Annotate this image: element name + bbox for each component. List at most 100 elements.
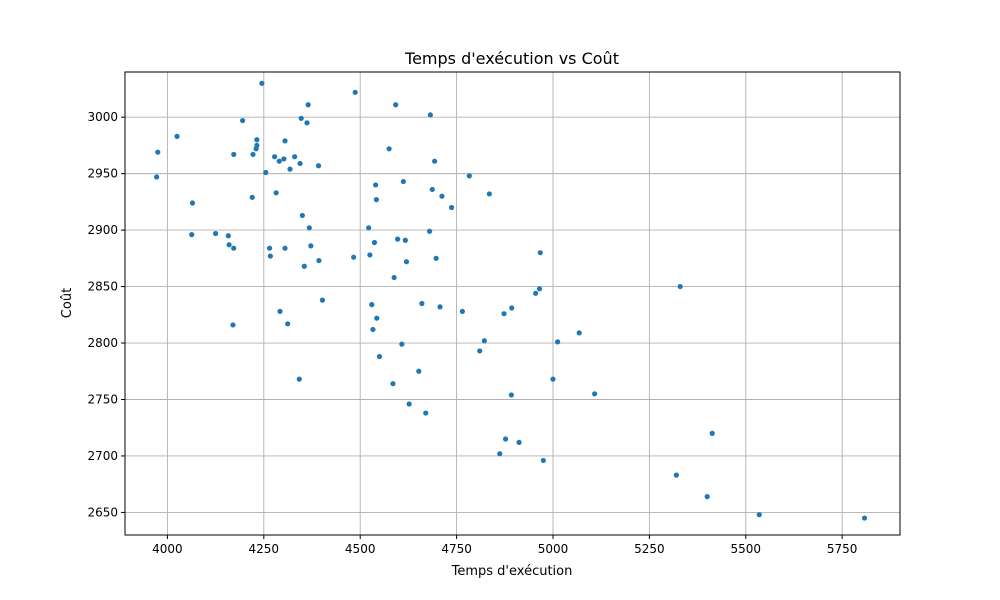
scatter-point <box>301 263 307 269</box>
scatter-point <box>533 290 539 296</box>
scatter-point <box>298 115 304 121</box>
scatter-point <box>477 348 483 354</box>
scatter-point <box>373 197 379 203</box>
scatter-point <box>501 311 507 317</box>
scatter-point <box>673 472 679 478</box>
scatter-point <box>386 146 392 152</box>
scatter-point <box>308 243 314 249</box>
scatter-point <box>466 173 472 179</box>
scatter-point <box>304 120 310 126</box>
scatter-point <box>277 308 283 315</box>
scatter-point <box>273 190 279 196</box>
scatter-point <box>189 232 195 238</box>
scatter-point <box>254 142 260 149</box>
scatter-point <box>154 174 160 180</box>
scatter-point <box>439 193 445 199</box>
scatter-point <box>704 494 710 500</box>
scatter-point <box>213 230 219 237</box>
scatter-point <box>315 163 322 169</box>
scatter-point <box>427 228 433 234</box>
scatter-point <box>393 102 399 108</box>
scatter-point <box>230 322 236 328</box>
y-tick-label: 2700 <box>87 449 118 463</box>
scatter-point <box>861 515 868 521</box>
scatter-point <box>226 242 232 248</box>
x-axis-label: Temps d'exécution <box>451 564 573 579</box>
scatter-point <box>437 304 443 310</box>
y-tick-label: 3000 <box>87 110 118 124</box>
x-tick-label: 5750 <box>827 542 858 556</box>
scatter-point <box>276 158 282 164</box>
y-tick-label: 2800 <box>87 336 118 350</box>
scatter-point <box>429 186 435 193</box>
x-axis-ticks: 4000 4250 4500 4750 5000 5250 5500 5750 <box>152 535 857 556</box>
scatter-point <box>403 259 410 265</box>
scatter-point <box>250 151 256 158</box>
scatter-point <box>351 254 357 260</box>
scatter-point <box>282 138 288 144</box>
scatter-point <box>433 255 439 261</box>
scatter-point <box>282 245 288 251</box>
x-tick-label: 5500 <box>730 542 761 556</box>
scatter-point <box>592 391 598 397</box>
scatter-point <box>709 430 715 436</box>
scatter-point <box>497 451 503 457</box>
scatter-point <box>231 151 237 158</box>
x-tick-label: 4000 <box>152 542 183 556</box>
scatter-point <box>555 339 561 345</box>
scatter-point <box>272 154 278 160</box>
scatter-point <box>225 233 231 239</box>
x-tick-label: 5250 <box>634 542 665 556</box>
y-tick-label: 2900 <box>87 223 118 237</box>
x-tick-label: 4750 <box>441 542 472 556</box>
scatter-point <box>423 410 429 416</box>
scatter-point <box>266 245 273 251</box>
y-axis-label: Coût <box>60 288 75 318</box>
scatter-point <box>263 169 269 176</box>
scatter-point <box>394 236 401 242</box>
scatter-point <box>239 117 246 124</box>
scatter-point <box>370 326 376 333</box>
scatter-point <box>249 194 255 200</box>
scatter-point <box>390 381 396 387</box>
scatter-point <box>508 392 514 398</box>
scatter-point <box>367 252 373 258</box>
scatter-point <box>399 341 405 347</box>
scatter-point <box>432 158 438 164</box>
scatter-point <box>297 160 303 167</box>
scatter-point <box>536 286 543 292</box>
scatter-point <box>509 305 515 311</box>
x-tick-label: 5000 <box>538 542 569 556</box>
scatter-point <box>516 439 522 445</box>
scatter-point <box>371 239 378 246</box>
scatter-point <box>366 225 372 231</box>
scatter-point <box>486 191 492 197</box>
scatter-point <box>756 512 762 518</box>
scatter-point <box>296 376 302 382</box>
scatter-point <box>306 225 312 231</box>
scatter-point <box>376 353 383 360</box>
scatter-point <box>259 80 265 86</box>
scatter-point <box>550 376 556 382</box>
scatter-point <box>352 89 358 95</box>
scatter-point <box>416 368 422 374</box>
scatter-point <box>287 166 293 172</box>
scatter-point <box>402 237 408 243</box>
y-tick-label: 2750 <box>87 392 118 406</box>
scatter-point <box>373 182 379 188</box>
scatter-point <box>502 436 509 442</box>
scatter-point <box>254 137 260 143</box>
scatter-point <box>267 253 273 259</box>
y-tick-label: 2850 <box>87 280 118 294</box>
scatter-point <box>316 257 322 264</box>
scatter-point <box>292 154 298 160</box>
plot-frame <box>124 71 901 536</box>
scatter-point <box>419 300 425 307</box>
scatter-point <box>677 283 683 290</box>
scatter-point <box>448 204 455 211</box>
scatter-point <box>305 102 311 108</box>
grid-lines <box>125 72 900 535</box>
scatter-point <box>174 133 180 139</box>
y-axis-ticks: 2650 2700 2750 2800 2850 2900 2950 3000 <box>87 110 125 519</box>
